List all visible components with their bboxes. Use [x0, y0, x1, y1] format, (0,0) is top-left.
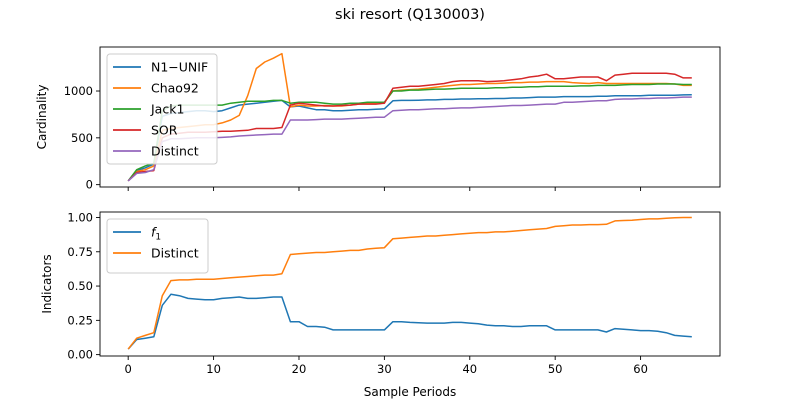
x-tick-label: 50: [548, 362, 563, 376]
x-tick-label: 0: [125, 362, 132, 376]
legend: N1−UNIF Chao92 Jack1 SOR Distinct: [106, 53, 218, 165]
legend-entry: Chao92: [151, 81, 199, 96]
x-tick-label: 40: [462, 362, 477, 376]
series-line-0: [127, 94, 692, 182]
axes-frame: [99, 211, 721, 357]
legend-entry: f1: [151, 225, 161, 243]
y-tick-label: 1.00: [67, 210, 93, 224]
y-tick-label: 1000: [64, 84, 93, 98]
y-tick-label: 0.00: [67, 348, 93, 362]
y-tick-label: 500: [71, 131, 93, 145]
y-tick-label: 0: [86, 178, 93, 192]
series-line-3: [127, 72, 692, 182]
series-line-2: [127, 83, 692, 182]
legend-entry: Distinct: [151, 144, 199, 159]
cardinality-subplot: 0 500 1000 Cardinality N1−UNIF Chao92 Jack1 SOR…: [35, 46, 721, 192]
axes-frame: [99, 46, 721, 188]
legend-entry: Distinct: [151, 246, 199, 261]
y-axis-label: Indicators: [40, 254, 54, 313]
series-line-0: [127, 293, 692, 350]
x-tick-label: 10: [206, 362, 221, 376]
y-tick-label: 0.50: [67, 279, 93, 293]
x-tick-label: 60: [633, 362, 648, 376]
y-axis-label: Cardinality: [35, 85, 49, 150]
y-tick-label: 0.25: [67, 313, 93, 327]
series-line-4: [127, 96, 692, 182]
legend-entry: SOR: [151, 123, 178, 138]
legend-box: [106, 53, 218, 165]
legend-entry: N1−UNIF: [151, 60, 208, 75]
x-tick-label: 20: [292, 362, 307, 376]
indicators-subplot: 0.00 0.25 0.50 0.75 1.00 0 10 20 30 40 50 60 Indicat…: [40, 210, 721, 376]
legend-entry: Jack1: [150, 102, 184, 117]
x-tick-label: 30: [377, 362, 392, 376]
figure-title: ski resort (Q130003): [335, 7, 485, 23]
x-axis-label: Sample Periods: [364, 385, 456, 399]
series-line-1: [127, 216, 692, 350]
y-tick-label: 0.75: [67, 245, 93, 259]
legend: f1 Distinct: [106, 218, 209, 274]
